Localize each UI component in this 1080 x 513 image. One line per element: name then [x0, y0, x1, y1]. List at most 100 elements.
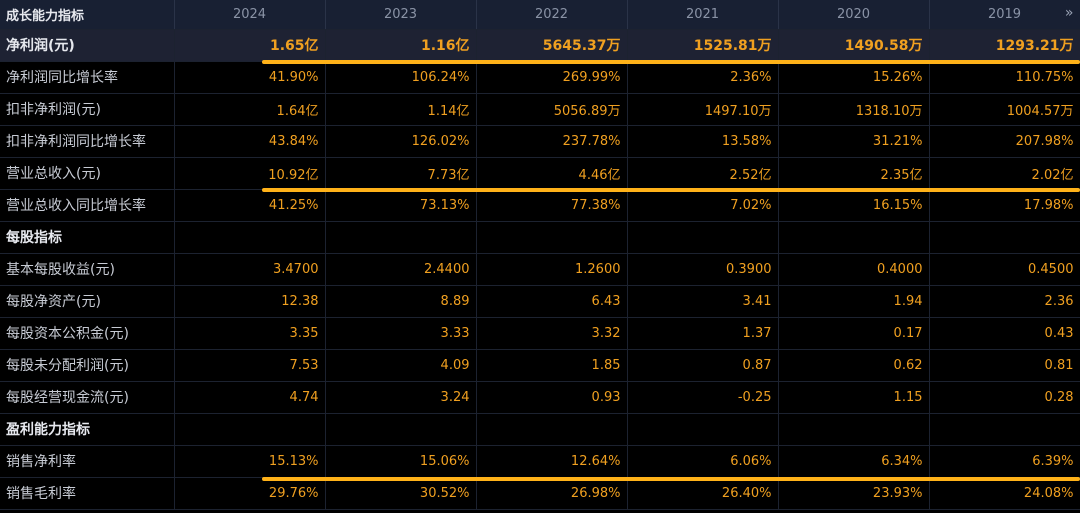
cell-value: 23.93% — [778, 477, 930, 510]
row-label: 盈利能力指标 — [0, 413, 175, 446]
year-header-last[interactable]: 2019 » — [929, 0, 1080, 30]
row-label: 基本每股收益(元) — [0, 253, 175, 286]
cell-value: 73.13% — [325, 189, 477, 222]
table-row: 净利润同比增长率 41.90% 106.24% 269.99% 2.36% 15.26% 1… — [0, 61, 1080, 94]
cell-value: 2.02亿 — [929, 157, 1080, 190]
row-label: 销售净利率 — [0, 445, 175, 478]
cell-value — [627, 221, 779, 254]
cell-value: 2.35亿 — [778, 157, 930, 190]
cell-value: 26.98% — [476, 477, 628, 510]
cell-value: 3.32 — [476, 317, 628, 350]
cell-value: 2.4400 — [325, 253, 477, 286]
cell-value: 4.74 — [174, 381, 326, 414]
cell-value: 3.4700 — [174, 253, 326, 286]
cell-value: 1.14亿 — [325, 93, 477, 126]
table-row: 营业总收入同比增长率 41.25% 73.13% 77.38% 7.02% 16.15% 1… — [0, 189, 1080, 222]
cell-value: 5056.89万 — [476, 93, 628, 126]
cell-value: 1.85 — [476, 349, 628, 382]
year-header[interactable]: 2020 — [778, 0, 930, 30]
cell-value — [325, 413, 477, 446]
table-row: 扣非净利润(元) 1.64亿 1.14亿 5056.89万 1497.10万 1318.1… — [0, 93, 1080, 126]
table-row: 每股资本公积金(元) 3.35 3.33 3.32 1.37 0.17 0.43 — [0, 317, 1080, 350]
table-row: 销售净利率 15.13% 15.06% 12.64% 6.06% 6.34% 6.39% — [0, 445, 1080, 478]
cell-value: 6.39% — [929, 445, 1080, 478]
section-title: 成长能力指标 — [0, 0, 175, 30]
year-header[interactable]: 2021 — [627, 0, 779, 30]
cell-value: 0.62 — [778, 349, 930, 382]
table-row: 每股经营现金流(元) 4.74 3.24 0.93 -0.25 1.15 0.28 — [0, 381, 1080, 414]
double-chevron-right-icon[interactable]: » — [1064, 5, 1074, 21]
highlight-underline — [262, 188, 1080, 192]
row-label: 净利润(元) — [0, 29, 175, 62]
cell-value: 6.06% — [627, 445, 779, 478]
cell-value: 13.58% — [627, 125, 779, 158]
cell-value: 3.24 — [325, 381, 477, 414]
row-label: 营业总收入(元) — [0, 157, 175, 190]
cell-value: 2.52亿 — [627, 157, 779, 190]
cell-value: 41.25% — [174, 189, 326, 222]
cell-value: 1318.10万 — [778, 93, 930, 126]
cell-value: 0.4500 — [929, 253, 1080, 286]
cell-value: 29.76% — [174, 477, 326, 510]
year-header[interactable]: 2023 — [325, 0, 477, 30]
cell-value: 2.36% — [627, 61, 779, 94]
cell-value: 237.78% — [476, 125, 628, 158]
cell-value: 16.15% — [778, 189, 930, 222]
cell-value: 1.65亿 — [174, 29, 326, 62]
cell-value — [627, 413, 779, 446]
cell-value: 30.52% — [325, 477, 477, 510]
cell-value: 7.53 — [174, 349, 326, 382]
cell-value: 10.92亿 — [174, 157, 326, 190]
section-header-row: 盈利能力指标 — [0, 413, 1080, 446]
row-label: 每股指标 — [0, 221, 175, 254]
cell-value — [778, 221, 930, 254]
cell-value: 3.35 — [174, 317, 326, 350]
cell-value: 1497.10万 — [627, 93, 779, 126]
cell-value: 8.89 — [325, 285, 477, 318]
cell-value: 110.75% — [929, 61, 1080, 94]
cell-value: 0.17 — [778, 317, 930, 350]
cell-value — [929, 221, 1080, 254]
cell-value: 1.37 — [627, 317, 779, 350]
cell-value — [174, 413, 326, 446]
highlight-underline — [262, 60, 1080, 64]
highlight-underline — [262, 477, 1080, 481]
cell-value: 15.06% — [325, 445, 477, 478]
cell-value: 5645.37万 — [476, 29, 628, 62]
cell-value: 77.38% — [476, 189, 628, 222]
cell-value: 269.99% — [476, 61, 628, 94]
cell-value: 1.64亿 — [174, 93, 326, 126]
year-header[interactable]: 2022 — [476, 0, 628, 30]
cell-value: 4.46亿 — [476, 157, 628, 190]
row-label: 每股资本公积金(元) — [0, 317, 175, 350]
cell-value — [778, 413, 930, 446]
row-label: 扣非净利润同比增长率 — [0, 125, 175, 158]
cell-value: 4.09 — [325, 349, 477, 382]
table-row: 每股未分配利润(元) 7.53 4.09 1.85 0.87 0.62 0.81 — [0, 349, 1080, 382]
row-label: 营业总收入同比增长率 — [0, 189, 175, 222]
cell-value: 31.21% — [778, 125, 930, 158]
cell-value: 1293.21万 — [929, 29, 1080, 62]
cell-value: 12.38 — [174, 285, 326, 318]
row-label: 每股经营现金流(元) — [0, 381, 175, 414]
cell-value: 1.2600 — [476, 253, 628, 286]
cell-value: 41.90% — [174, 61, 326, 94]
table-row: 基本每股收益(元) 3.4700 2.4400 1.2600 0.3900 0.4000 0… — [0, 253, 1080, 286]
cell-value — [325, 221, 477, 254]
header-row: 成长能力指标 2024 2023 2022 2021 2020 2019 » — [0, 0, 1080, 30]
row-label: 每股未分配利润(元) — [0, 349, 175, 382]
cell-value: 0.43 — [929, 317, 1080, 350]
cell-value: 0.81 — [929, 349, 1080, 382]
cell-value: 3.41 — [627, 285, 779, 318]
cell-value: 6.34% — [778, 445, 930, 478]
cell-value: -0.25 — [627, 381, 779, 414]
cell-value: 7.73亿 — [325, 157, 477, 190]
year-header[interactable]: 2024 — [174, 0, 326, 30]
cell-value — [929, 413, 1080, 446]
row-label: 每股净资产(元) — [0, 285, 175, 318]
cell-value: 1.16亿 — [325, 29, 477, 62]
cell-value: 26.40% — [627, 477, 779, 510]
cell-value: 0.28 — [929, 381, 1080, 414]
cell-value: 1.94 — [778, 285, 930, 318]
